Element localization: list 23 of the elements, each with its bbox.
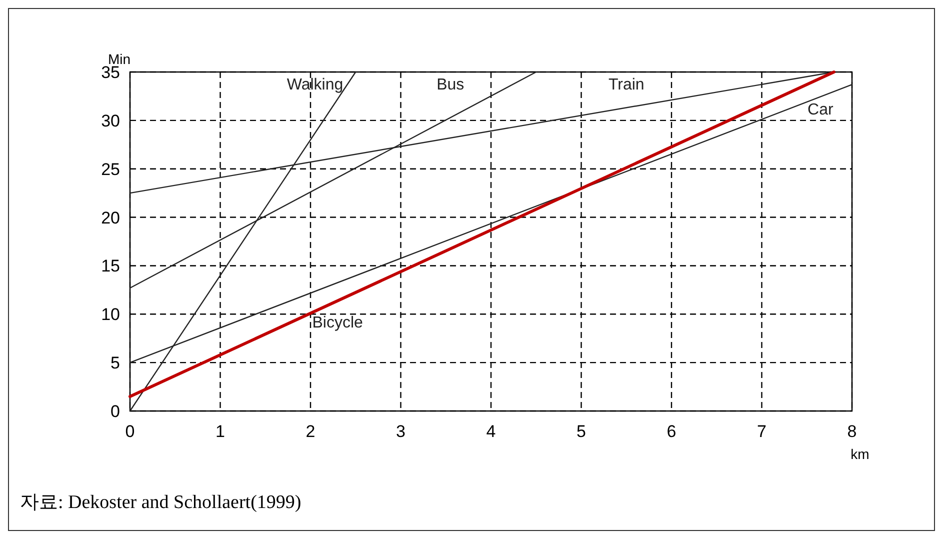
series-label: Train: [608, 76, 644, 94]
y-tick-label: 20: [101, 208, 120, 228]
text: 자료: Dekoster and Schollaert(1999): [20, 492, 302, 513]
y-tick-label: 30: [101, 111, 120, 130]
y-tick-label: 15: [101, 256, 120, 276]
x-tick-label: 8: [847, 422, 857, 441]
y-tick-label: 25: [101, 160, 120, 179]
x-tick-label: 1: [216, 422, 225, 441]
y-tick-label: 5: [110, 354, 120, 373]
x-tick-label: 5: [576, 422, 586, 441]
x-tick-label: 4: [486, 422, 496, 441]
series-label: Bicycle: [312, 314, 364, 332]
x-tick-label: 7: [757, 422, 766, 441]
x-axis-title: km: [850, 446, 870, 462]
x-tick-label: 6: [666, 422, 676, 441]
series-label: Car: [808, 102, 834, 119]
series-label: Walking: [286, 76, 344, 94]
x-tick-label: 2: [306, 422, 316, 441]
x-tick-label: 3: [396, 422, 406, 441]
y-tick-label: 0: [110, 402, 120, 421]
x-tick-label: 0: [125, 422, 135, 441]
y-tick-label: 10: [101, 305, 120, 324]
series-label: Bus: [436, 76, 464, 94]
